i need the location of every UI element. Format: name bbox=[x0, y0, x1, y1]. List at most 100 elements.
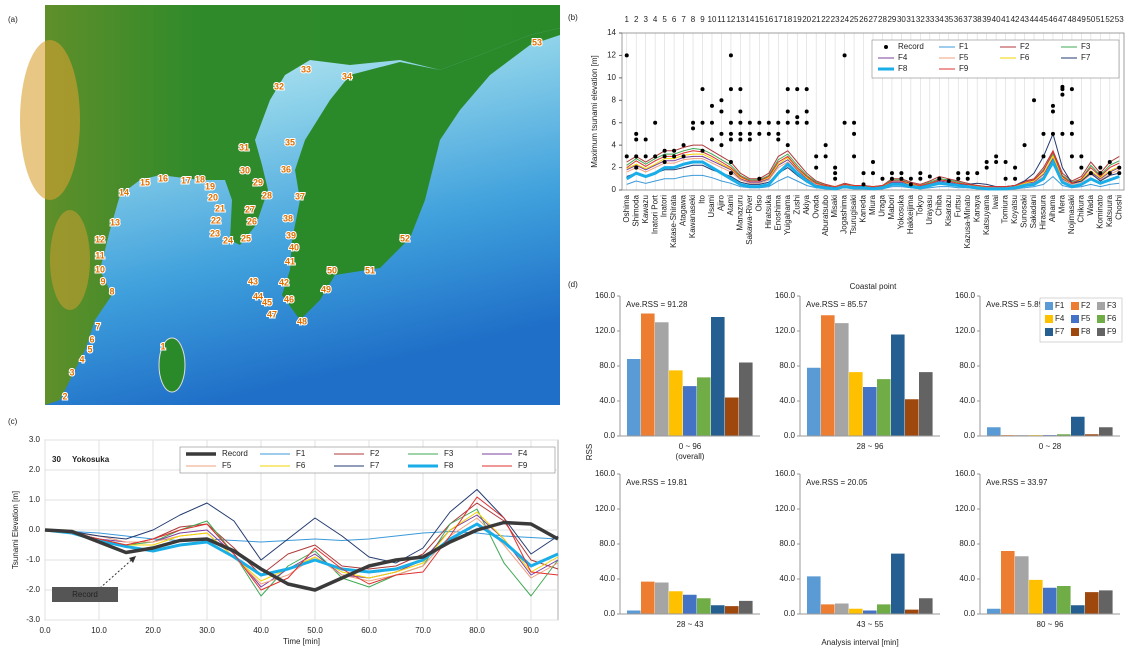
y-tick-label: 40.0 bbox=[599, 574, 615, 583]
x-tick-label: Sakawa-River bbox=[745, 195, 754, 245]
bar bbox=[1029, 580, 1043, 614]
bar bbox=[919, 372, 933, 436]
y-tick-label: -3.0 bbox=[26, 615, 40, 624]
panel-label: (a) bbox=[8, 15, 18, 24]
map-point-label: 16 bbox=[158, 173, 168, 183]
bar bbox=[987, 609, 1001, 614]
record-point bbox=[738, 110, 742, 114]
point-number: 15 bbox=[755, 15, 764, 24]
record-point bbox=[710, 138, 714, 142]
group-label: 0 ~ 96 bbox=[679, 442, 702, 451]
legend-label: Record bbox=[222, 449, 248, 458]
y-tick-label: 40.0 bbox=[599, 396, 615, 405]
y-tick-label: 12 bbox=[607, 51, 616, 60]
legend-label: F6 bbox=[1107, 314, 1117, 323]
record-point bbox=[701, 121, 705, 125]
y-tick-label: 3.0 bbox=[29, 435, 41, 444]
point-number: 37 bbox=[963, 15, 972, 24]
record-point bbox=[719, 132, 723, 136]
legend-swatch bbox=[1097, 328, 1105, 336]
map-point-label: 51 bbox=[365, 265, 375, 275]
map-point-label: 53 bbox=[532, 37, 542, 47]
title-number: 30 bbox=[52, 455, 61, 464]
record-point bbox=[738, 121, 742, 125]
record-point bbox=[786, 87, 790, 91]
x-tick-label: Koyatsu bbox=[1010, 195, 1019, 224]
record-point bbox=[1032, 98, 1036, 102]
point-number: 7 bbox=[681, 15, 686, 24]
map-point-label: 8 bbox=[109, 286, 114, 296]
point-number: 45 bbox=[1039, 15, 1048, 24]
annotation: Ave.RSS = 91.28 bbox=[626, 300, 688, 309]
record-point bbox=[634, 166, 638, 170]
legend-label: F1 bbox=[1055, 301, 1065, 310]
record-point bbox=[1041, 154, 1045, 158]
point-number: 31 bbox=[906, 15, 915, 24]
record-point bbox=[757, 121, 761, 125]
point-number: 12 bbox=[726, 15, 735, 24]
bar bbox=[697, 598, 711, 614]
bar bbox=[821, 604, 835, 614]
bar bbox=[821, 315, 835, 436]
panel-label: (d) bbox=[568, 280, 578, 289]
record-point bbox=[1051, 132, 1055, 136]
map-point-label: 14 bbox=[119, 187, 129, 197]
bar bbox=[655, 583, 669, 615]
legend-label: F4 bbox=[898, 53, 908, 62]
point-number: 4 bbox=[653, 15, 658, 24]
group-label: 28 ~ 96 bbox=[857, 442, 884, 451]
bar bbox=[807, 576, 821, 614]
record-point bbox=[1117, 166, 1121, 170]
bar bbox=[711, 317, 725, 436]
x-axis-label: Coastal point bbox=[850, 282, 897, 291]
record-point bbox=[985, 166, 989, 170]
bar bbox=[655, 322, 669, 436]
record-point bbox=[918, 177, 922, 181]
record-point bbox=[1013, 166, 1017, 170]
x-tick-label: Futtsu bbox=[953, 195, 962, 217]
x-tick-label: 20.0 bbox=[145, 626, 161, 635]
x-tick-label: Sakadani bbox=[1029, 195, 1038, 229]
record-point bbox=[852, 121, 856, 125]
legend-swatch bbox=[1045, 315, 1053, 323]
record-point bbox=[805, 121, 809, 125]
map bbox=[20, 5, 560, 405]
record-point bbox=[956, 177, 960, 181]
y-tick-label: 10 bbox=[607, 73, 616, 82]
x-tick-label: Tomiura bbox=[1001, 194, 1010, 223]
x-tick-label: Uraga bbox=[878, 194, 887, 216]
x-tick-label: 30.0 bbox=[199, 626, 215, 635]
x-tick-label: Ajiro bbox=[717, 194, 726, 211]
record-point bbox=[852, 132, 856, 136]
x-axis-label: Analysis interval [min] bbox=[821, 638, 898, 647]
x-tick-label: Zushi bbox=[792, 195, 801, 215]
record-point bbox=[729, 171, 733, 175]
x-tick-label: Katsuura bbox=[1105, 194, 1114, 227]
bar bbox=[1085, 592, 1099, 614]
x-tick-label: Kaneda bbox=[859, 194, 868, 222]
record-point bbox=[729, 132, 733, 136]
record-point bbox=[1070, 87, 1074, 91]
x-tick-label: Ito bbox=[698, 194, 707, 203]
legend-swatch bbox=[1071, 328, 1079, 336]
record-point bbox=[644, 154, 648, 158]
y-tick-label: 2.0 bbox=[29, 465, 41, 474]
bar bbox=[683, 595, 697, 614]
record-point bbox=[833, 177, 837, 181]
map-point-label: 13 bbox=[110, 217, 120, 227]
x-tick-label: Enoshima bbox=[773, 194, 782, 230]
record-point bbox=[824, 154, 828, 158]
point-number: 9 bbox=[700, 15, 705, 24]
panel-label: (c) bbox=[8, 417, 18, 426]
record-point bbox=[786, 110, 790, 114]
map-point-label: 35 bbox=[285, 137, 295, 147]
map-point-label: 10 bbox=[95, 264, 105, 274]
map-point-label: 50 bbox=[327, 265, 337, 275]
group-label: 28 ~ 43 bbox=[677, 620, 704, 629]
highland bbox=[20, 40, 80, 200]
annotation: Ave.RSS = 33.97 bbox=[986, 478, 1048, 487]
point-number: 40 bbox=[992, 15, 1001, 24]
bar bbox=[863, 611, 877, 615]
annotation: Ave.RSS = 20.05 bbox=[806, 478, 868, 487]
point-number: 41 bbox=[1001, 15, 1010, 24]
